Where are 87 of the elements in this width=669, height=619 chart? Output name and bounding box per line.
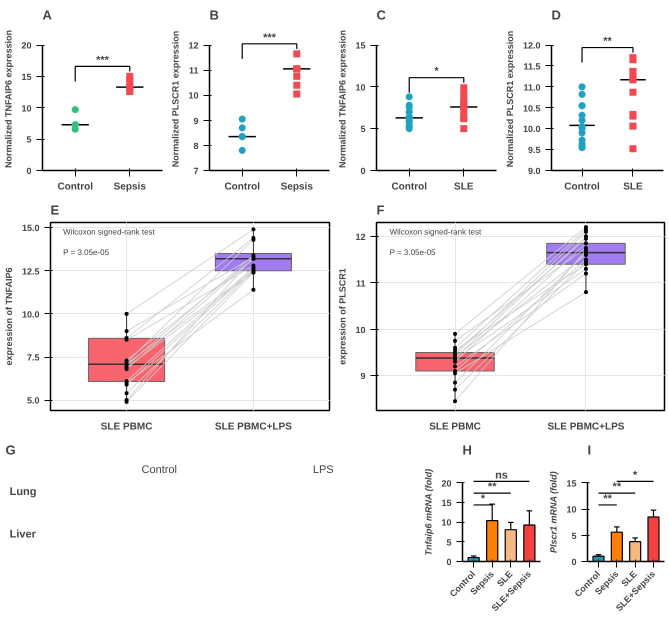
y-tick-label: 0 [360, 166, 366, 176]
y-tick-label: 12.5 [22, 266, 40, 276]
annotation: Wilcoxon signed-rank test [390, 227, 482, 236]
annotation: P = 3.05e-05 [390, 248, 436, 258]
y-tick-label: 15 [355, 40, 366, 51]
annotation: ** [612, 481, 622, 494]
y-tick-label: 12 [355, 232, 366, 242]
y-axis-title: Normalized TNFAIP6 expression [337, 30, 348, 168]
chart-title: I [588, 442, 592, 458]
y-tick-label: 5 [360, 124, 366, 134]
y-tick-label: 10 [441, 518, 452, 528]
y-tick-label: 8 [193, 140, 199, 151]
y-axis-title: Plscr1 mRNA (fold) [548, 471, 558, 554]
chart-title: F [376, 202, 384, 218]
text: Control [142, 464, 177, 476]
y-tick-label: 10 [21, 103, 32, 114]
text: ns [495, 469, 508, 482]
y-tick-label: 7 [193, 166, 199, 176]
y-axis-title: Tnfaip6 mRNA (fold) [423, 468, 434, 556]
y-axis-title: expression of PLSCR1 [337, 268, 348, 365]
y-tick-label: 0 [571, 557, 577, 567]
text: Lung [10, 486, 36, 498]
x-tick-label: SLE PBMC [429, 422, 481, 432]
y-tick-label: 7.5 [26, 352, 40, 363]
y-axis-title: Normalized PLSCR1 expression [170, 30, 180, 168]
y-tick-label: 9.5 [528, 145, 541, 156]
y-tick-label: 10.5 [522, 103, 541, 114]
y-tick-label: 5.0 [26, 396, 40, 406]
chart-title: C [376, 8, 386, 22]
annotation: * [434, 66, 440, 78]
y-tick-label: 15 [21, 72, 32, 82]
chart-title: E [50, 202, 60, 218]
x-tick-label: SLE [454, 182, 474, 192]
annotation: ** [488, 481, 498, 494]
y-tick-label: 12.0 [522, 40, 541, 51]
y-tick-label: 5 [571, 530, 577, 541]
x-tick-label: Control [57, 182, 94, 192]
annotation: * [480, 492, 486, 505]
x-tick-label: Control [391, 182, 428, 192]
annotation: P = 3.05e-05 [63, 248, 110, 258]
text: *** [263, 32, 277, 44]
y-tick-label: 11 [188, 66, 198, 76]
text: LPS [312, 464, 334, 476]
x-tick-label: Control [564, 182, 600, 192]
x-tick-label: Sepsis [280, 182, 314, 192]
y-tick-label: 20 [21, 40, 32, 51]
y-tick-label: 10.0 [22, 309, 40, 320]
x-tick-label: Sepsis [114, 182, 146, 192]
chart-title: D [552, 8, 561, 22]
y-axis-title: expression of TNFAIP6 [4, 267, 14, 366]
y-tick-label: 12 [188, 40, 199, 51]
y-tick-label: 15.0 [22, 223, 40, 234]
y-tick-label: 5 [26, 134, 32, 145]
y-tick-label: 11.5 [523, 61, 541, 72]
x-tick-label: Control [224, 182, 260, 192]
y-tick-label: 0 [26, 166, 32, 176]
x-tick-label: SLE [623, 182, 644, 192]
x-tick-label: SLE PBMC+LPS [214, 422, 292, 432]
y-tick-label: 9.0 [528, 166, 541, 176]
y-axis-title: Normalized PLSCR1 expression [504, 30, 515, 168]
y-tick-label: 20 [441, 478, 452, 488]
annotation: Wilcoxon signed-rank test [63, 227, 156, 236]
x-tick-label: SLE PBMC [100, 422, 152, 432]
text: * [633, 469, 638, 482]
y-tick-label: 9 [193, 116, 199, 126]
annotation: ** [603, 36, 612, 48]
text: Liver [10, 528, 37, 540]
y-tick-label: 11 [356, 278, 366, 288]
y-tick-label: 10 [188, 90, 199, 101]
y-tick-label: 15 [441, 498, 452, 508]
y-tick-label: 10 [566, 504, 577, 515]
x-tick-label: SLE PBMC+LPS [547, 422, 625, 432]
y-tick-label: 10 [355, 324, 366, 335]
y-tick-label: 15 [566, 478, 577, 488]
y-tick-label: 9 [360, 371, 366, 382]
annotation: ** [603, 492, 613, 505]
y-tick-label: 10.0 [522, 124, 541, 134]
chart-title: A [42, 8, 52, 22]
y-tick-label: 0 [446, 557, 452, 567]
chart-title: B [210, 8, 219, 22]
text: G [6, 442, 16, 458]
chart-title: H [462, 442, 472, 458]
y-axis-title: Normalized TNFAIP6 expression [3, 30, 14, 168]
y-tick-label: 10 [355, 82, 366, 92]
y-tick-label: 11.0 [523, 82, 541, 92]
y-tick-label: 5 [446, 537, 452, 548]
annotation: *** [96, 54, 110, 66]
